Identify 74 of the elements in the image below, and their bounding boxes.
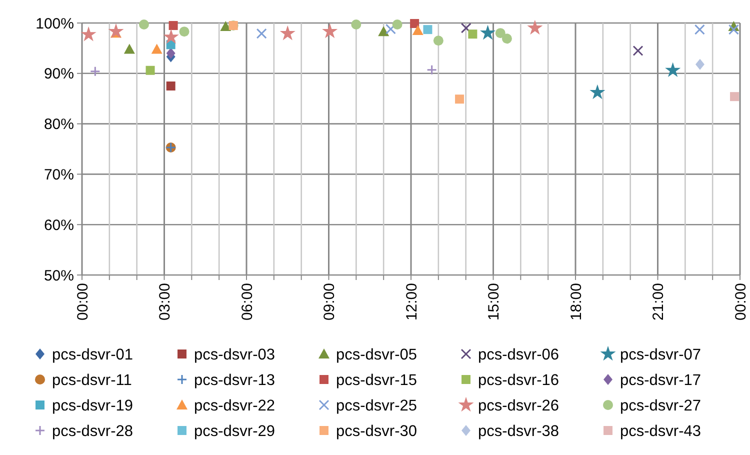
legend-label: pcs-dsvr-05 xyxy=(336,346,417,364)
x-tick-label: 00:00 xyxy=(732,283,750,321)
y-tick-label: 50% xyxy=(44,267,74,284)
point xyxy=(694,24,705,35)
point xyxy=(423,25,432,34)
point xyxy=(163,28,179,44)
point xyxy=(480,24,496,40)
point xyxy=(495,28,506,38)
point xyxy=(220,21,232,32)
point xyxy=(138,20,149,30)
point xyxy=(124,44,135,54)
y-tick-label: 100% xyxy=(36,15,74,32)
legend-label: pcs-dsvr-03 xyxy=(194,346,275,364)
legend-label: pcs-dsvr-19 xyxy=(52,397,133,414)
point xyxy=(590,84,606,100)
legend-label: pcs-dsvr-38 xyxy=(478,422,559,440)
point xyxy=(108,23,124,38)
point xyxy=(665,62,681,77)
legend-label: pcs-dsvr-07 xyxy=(620,346,701,364)
legend-label: pcs-dsvr-13 xyxy=(194,372,275,389)
point xyxy=(392,20,402,30)
point xyxy=(433,36,444,46)
point xyxy=(410,19,420,28)
point xyxy=(460,22,472,34)
y-tick-label: 80% xyxy=(44,116,74,134)
y-tick-label: 60% xyxy=(44,216,74,234)
x-tick-label: 03:00 xyxy=(156,283,174,321)
point xyxy=(412,25,424,36)
point xyxy=(80,26,96,42)
point xyxy=(632,45,644,56)
point xyxy=(455,94,464,104)
legend-label: pcs-dsvr-06 xyxy=(478,346,559,364)
point xyxy=(385,24,396,34)
legend-label: pcs-dsvr-27 xyxy=(620,397,701,414)
point xyxy=(256,28,267,39)
point xyxy=(502,34,512,44)
point xyxy=(146,66,155,75)
point xyxy=(378,26,390,36)
legend-label: pcs-dsvr-11 xyxy=(52,372,132,389)
x-tick-label: 15:00 xyxy=(486,283,502,321)
legend-label: pcs-dsvr-28 xyxy=(52,422,133,440)
legend-label: pcs-dsvr-26 xyxy=(478,397,559,414)
legend-label: pcs-dsvr-17 xyxy=(620,372,701,389)
x-tick-label: 21:00 xyxy=(650,283,667,321)
point xyxy=(468,30,478,39)
legend-label: pcs-dsvr-30 xyxy=(336,422,418,440)
x-tick-label: 06:00 xyxy=(238,283,256,321)
legend-label: pcs-dsvr-22 xyxy=(194,397,275,414)
legend-label: pcs-dsvr-16 xyxy=(478,372,559,389)
point xyxy=(168,21,178,30)
point xyxy=(179,26,190,37)
legend-label: pcs-dsvr-29 xyxy=(194,422,275,440)
x-tick-label: 09:00 xyxy=(321,283,338,321)
point xyxy=(695,58,704,70)
y-tick-label: 90% xyxy=(44,66,74,83)
x-tick-label: 18:00 xyxy=(568,283,585,321)
point xyxy=(730,92,740,102)
point xyxy=(728,24,739,35)
x-tick-label: 12:00 xyxy=(403,283,420,321)
y-tick-label: 70% xyxy=(44,166,74,184)
point xyxy=(166,82,176,90)
point xyxy=(322,23,338,38)
point xyxy=(90,66,100,77)
point xyxy=(527,20,543,35)
legend-label: pcs-dsvr-15 xyxy=(336,372,417,389)
point xyxy=(351,20,362,30)
point xyxy=(166,48,176,59)
x-tick-label: 00:00 xyxy=(74,283,92,321)
point xyxy=(151,44,162,54)
legend-label: pcs-dsvr-43 xyxy=(620,422,701,440)
legend-label: pcs-dsvr-25 xyxy=(336,397,417,414)
point xyxy=(426,64,438,76)
point xyxy=(280,25,296,40)
legend-label: pcs-dsvr-01 xyxy=(52,346,133,364)
